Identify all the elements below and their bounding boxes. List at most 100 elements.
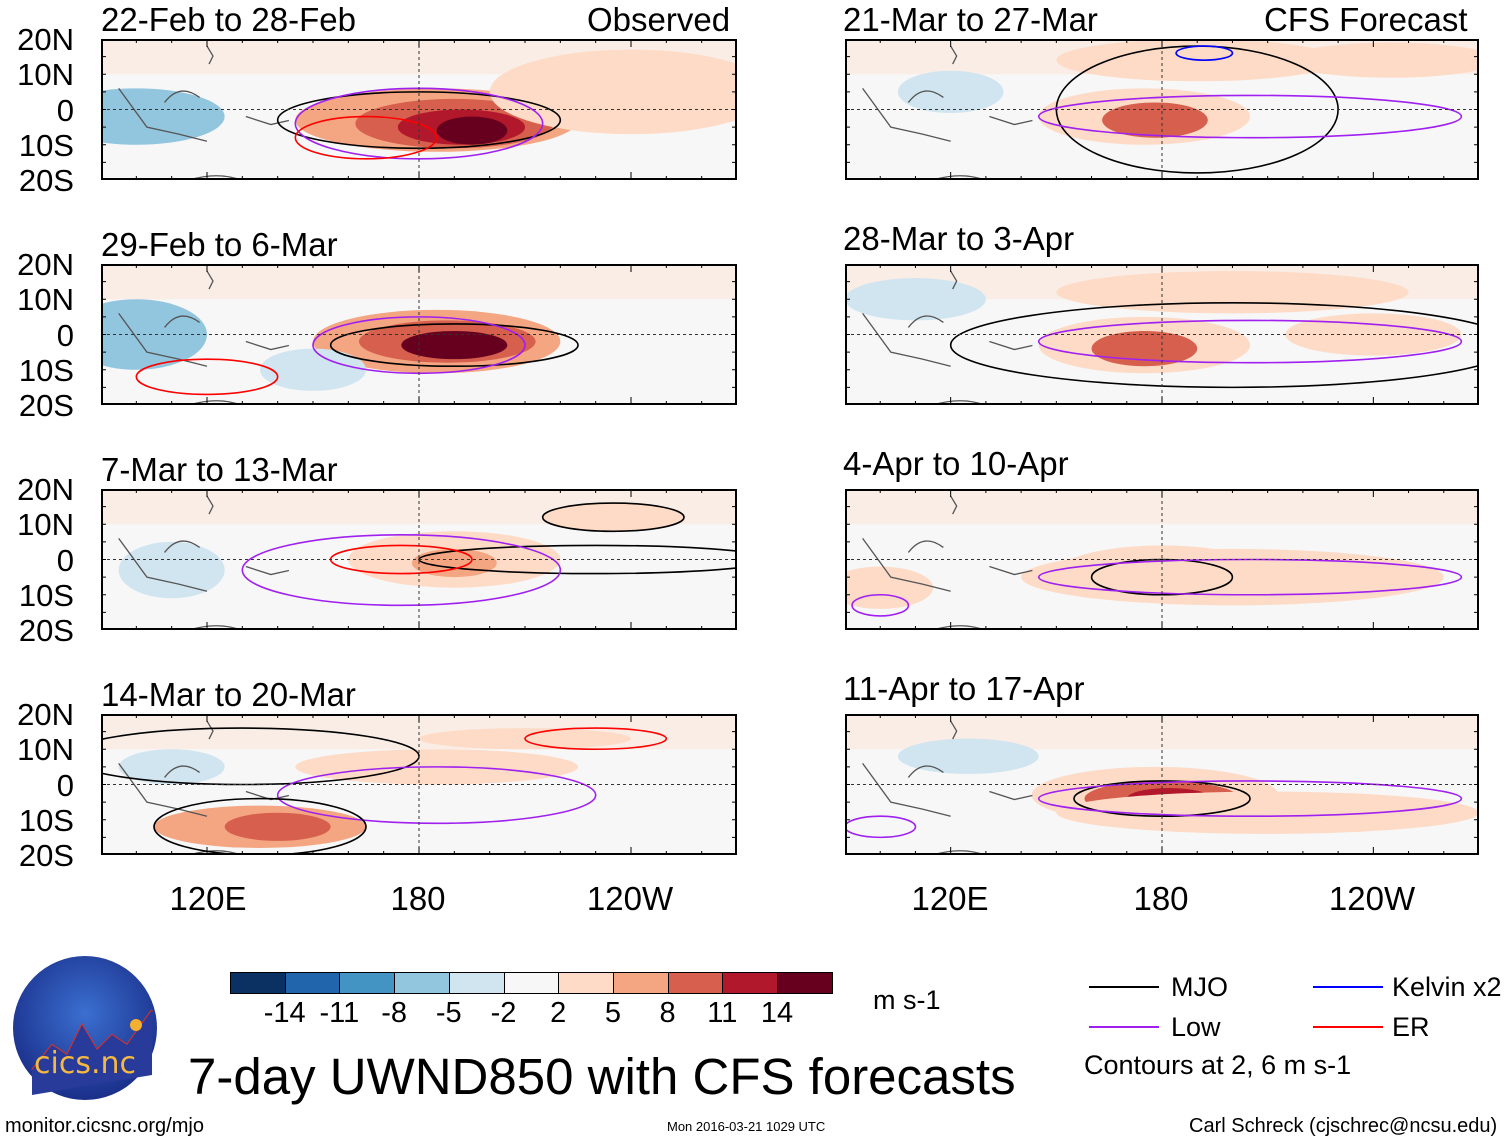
lat-label: 20S bbox=[18, 163, 74, 198]
map-panel bbox=[101, 489, 737, 630]
source-url[interactable]: monitor.cicsnc.org/mjo bbox=[5, 1115, 204, 1137]
panel-title-7: 4-Apr to 10-Apr bbox=[843, 445, 1069, 482]
anomaly-region bbox=[260, 348, 366, 391]
legend-label-er: ER bbox=[1392, 1012, 1430, 1042]
colorbar-label: -5 bbox=[435, 997, 462, 1029]
panel-title-4: 14-Mar to 20-Mar bbox=[101, 676, 356, 713]
colorbar-swatch bbox=[284, 972, 341, 994]
contour bbox=[135, 358, 279, 396]
panel-title-2: 29-Feb to 6-Mar bbox=[101, 226, 338, 263]
contours-note: Contours at 2, 6 m s-1 bbox=[1084, 1050, 1352, 1080]
contour bbox=[1037, 319, 1463, 364]
colorbar-swatch bbox=[339, 972, 396, 994]
lat-label: 20S bbox=[18, 613, 74, 648]
colorbar-swatch bbox=[394, 972, 451, 994]
contour bbox=[1090, 558, 1234, 596]
contour bbox=[1037, 558, 1463, 596]
lat-label: 10S bbox=[18, 802, 74, 838]
logo-text: cics.nc bbox=[34, 1046, 136, 1081]
anomaly-region bbox=[436, 116, 508, 145]
anomaly-region bbox=[1285, 42, 1479, 78]
lat-label: 10N bbox=[17, 732, 74, 768]
figure-title: 7-day UWND850 with CFS forecasts bbox=[188, 1048, 1016, 1105]
contour bbox=[153, 797, 367, 855]
colorbar-swatch bbox=[230, 972, 287, 994]
lat-label: 20N bbox=[17, 472, 74, 507]
coastlines bbox=[862, 489, 1033, 630]
timestamp: Mon 2016-03-21 1029 UTC bbox=[667, 1119, 826, 1134]
coastlines bbox=[118, 39, 290, 180]
lat-label: 10N bbox=[17, 57, 74, 93]
contour bbox=[541, 502, 685, 533]
anomaly-region bbox=[897, 70, 1004, 114]
colorbar-swatch bbox=[448, 972, 505, 994]
contour bbox=[329, 323, 579, 368]
anomaly-region bbox=[1102, 102, 1208, 138]
lat-label: 20N bbox=[17, 247, 74, 282]
coastlines bbox=[862, 264, 1033, 405]
lon-label-180-right: 180 bbox=[1133, 880, 1189, 917]
anomaly-region bbox=[118, 749, 225, 785]
contour bbox=[241, 534, 562, 607]
lat-label: 10N bbox=[17, 507, 74, 543]
lon-label-120e-left: 120E bbox=[169, 880, 247, 917]
coastlines bbox=[862, 714, 1033, 855]
anomaly-region bbox=[542, 503, 684, 532]
lat-label: 0 bbox=[56, 92, 74, 128]
anomaly-region bbox=[897, 738, 1039, 774]
credit: Carl Schreck (cjschrec@ncsu.edu) bbox=[1189, 1115, 1498, 1137]
lon-label-180-left: 180 bbox=[390, 880, 446, 917]
lon-label-120w-left: 120W bbox=[586, 880, 674, 917]
colorbar-label: 2 bbox=[550, 997, 567, 1029]
anomaly-region bbox=[845, 278, 986, 321]
anomaly-region bbox=[1056, 271, 1409, 314]
anomaly-region bbox=[118, 541, 225, 599]
colorbar-swatch bbox=[777, 972, 834, 994]
contour bbox=[276, 766, 597, 825]
lon-label-120e-right: 120E bbox=[911, 880, 989, 917]
map-panel bbox=[101, 264, 737, 405]
map-panel bbox=[845, 714, 1479, 855]
colorbar-label: 14 bbox=[760, 997, 794, 1029]
contour bbox=[949, 301, 1479, 389]
contour bbox=[1037, 780, 1463, 818]
legend-line-low bbox=[1089, 1026, 1159, 1028]
lat-label: 20N bbox=[17, 22, 74, 57]
lat-label: 20S bbox=[18, 388, 74, 423]
lat-label: 10N bbox=[17, 282, 74, 318]
legend-label-mjo: MJO bbox=[1171, 972, 1228, 1002]
forecast-label: CFS Forecast bbox=[1264, 1, 1468, 38]
lat-label: 0 bbox=[56, 542, 74, 578]
panel-title-3: 7-Mar to 13-Mar bbox=[101, 451, 338, 488]
map-panel bbox=[845, 489, 1479, 630]
anomaly-region bbox=[489, 49, 737, 135]
map-panel bbox=[101, 39, 737, 180]
lon-label-120w-right: 120W bbox=[1328, 880, 1416, 917]
contour bbox=[851, 593, 910, 617]
colorbar-label: 5 bbox=[604, 997, 621, 1029]
lat-label: 10S bbox=[18, 127, 74, 163]
panel-title-6: 28-Mar to 3-Apr bbox=[843, 220, 1075, 257]
contour bbox=[845, 815, 917, 839]
colorbar-label: -8 bbox=[381, 997, 407, 1029]
colorbar-label: 11 bbox=[707, 997, 738, 1029]
anomaly-region bbox=[401, 330, 508, 360]
colorbar-swatch bbox=[722, 972, 779, 994]
legend-label-low: Low bbox=[1171, 1012, 1221, 1042]
contour bbox=[524, 727, 668, 751]
legend-line-mjo bbox=[1089, 986, 1159, 988]
legend-label-kelvin: Kelvin x2 bbox=[1392, 972, 1502, 1002]
legend-line-kelvin bbox=[1313, 986, 1383, 988]
cics-logo: cics.nc bbox=[13, 956, 157, 1100]
lat-label: 20N bbox=[17, 697, 74, 732]
colorbar-swatch bbox=[667, 972, 724, 994]
contour bbox=[294, 115, 438, 160]
lat-label: 0 bbox=[56, 317, 74, 353]
coastlines bbox=[118, 489, 290, 630]
map-panel bbox=[845, 39, 1479, 180]
colorbar-label: 8 bbox=[659, 997, 676, 1029]
anomaly-region bbox=[224, 812, 331, 841]
contour bbox=[1037, 94, 1463, 139]
anomaly-region bbox=[845, 566, 934, 609]
